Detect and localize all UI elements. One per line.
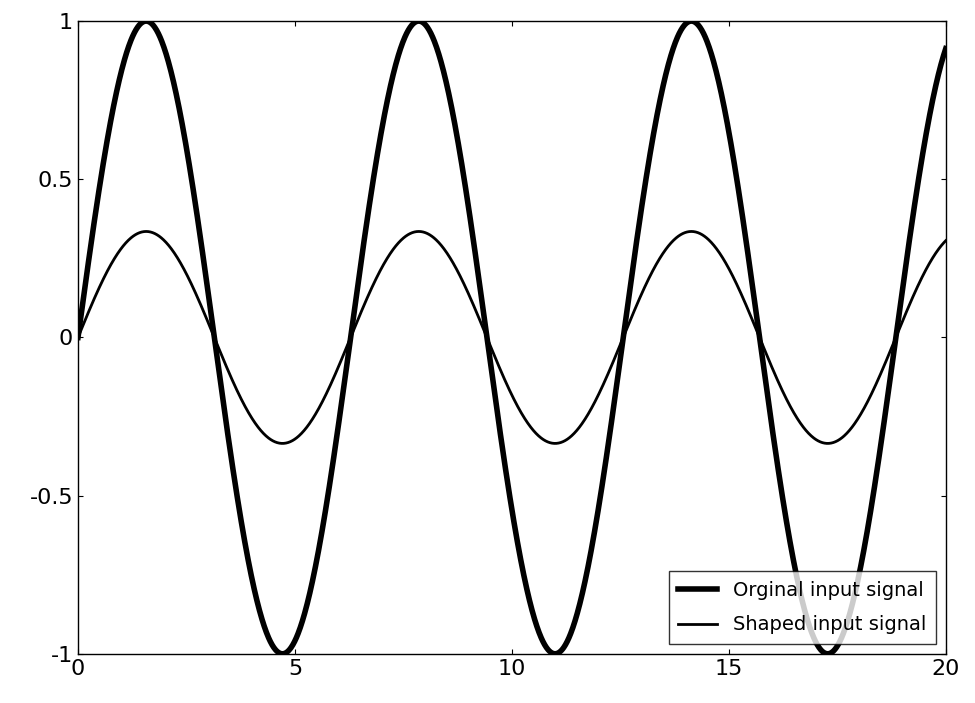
Orginal input signal [472,267,484,276]
Orginal input signal [277,650,289,658]
Orginal input signal [72,333,84,342]
Orginal input signal [116,63,128,72]
Shaped input signal [277,439,289,448]
Line: Shaped input signal: Shaped input signal [78,231,946,444]
Line: Orginal input signal: Orginal input signal [78,21,946,654]
Orginal input signal [916,160,927,168]
Shaped input signal [916,275,927,283]
Shaped input signal [472,311,484,320]
Orginal input signal [757,352,768,361]
Orginal input signal [940,44,952,53]
Legend: Orginal input signal, Shaped input signal: Orginal input signal, Shaped input signa… [669,571,936,644]
Shaped input signal [72,333,84,342]
Shaped input signal [140,227,152,236]
Orginal input signal [495,433,507,441]
Shaped input signal [495,366,507,375]
Shaped input signal [940,236,952,245]
Orginal input signal [916,157,927,166]
Shaped input signal [116,243,128,252]
Shaped input signal [916,274,927,283]
Shaped input signal [757,340,768,348]
Orginal input signal [140,17,152,25]
